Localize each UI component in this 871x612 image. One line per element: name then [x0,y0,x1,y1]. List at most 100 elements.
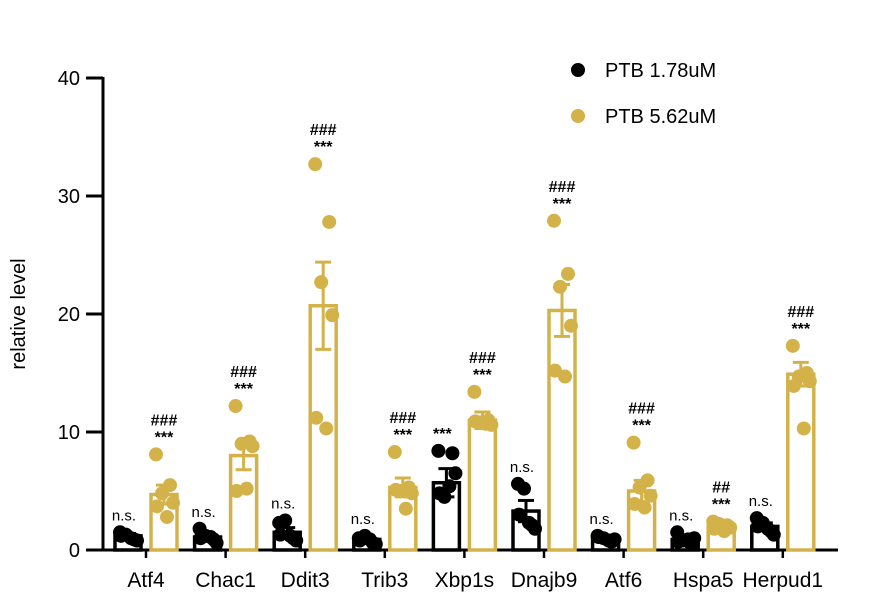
data-point [322,214,337,229]
bar [467,418,498,552]
data-point [547,213,561,228]
bar [228,453,259,552]
data-point [228,399,243,414]
annotations: n.s.***###n.s.***###n.s.***###n.s.***###… [112,122,814,528]
data-point [717,524,732,539]
significance-label: ### [787,304,814,321]
axes: 0 10 20 30 40 relative level Atf4 Chac1 Ddit3 Tri… [8,68,838,592]
legend-marker [571,63,585,77]
data-point [124,531,138,546]
data-point [561,266,575,281]
y-tick-label: 40 [58,68,80,90]
data-point [155,486,169,501]
legend: PTB 1.78uM PTB 5.62uM [571,60,716,128]
data-point [467,384,482,399]
data-point [283,528,298,543]
y-tick-label: 10 [58,422,80,444]
bar [786,372,816,552]
data-point [234,436,249,451]
significance-label: *** [712,497,731,514]
data-point [325,308,340,323]
y-axis-title: relative level [8,258,30,369]
data-point [445,446,460,461]
y-tick-label: 30 [58,186,80,208]
data-point [160,509,174,524]
data-point [601,533,616,548]
significance-label: n.s. [669,507,693,524]
significance-label: n.s. [351,511,375,528]
data-point [404,486,419,501]
bars [113,260,816,552]
data-point [239,481,254,496]
data-point [308,157,323,172]
data-point [517,481,531,496]
category-label: Atf6 [605,569,642,592]
y-tick-label: 0 [69,540,80,562]
significance-label: *** [155,429,174,446]
bar [547,308,577,552]
significance-label: ### [549,179,576,196]
significance-label: *** [234,381,253,398]
significance-label: n.s. [590,511,614,528]
significance-label: *** [632,418,651,435]
category-label: Herpud1 [743,569,824,592]
legend-label: PTB 5.62uM [605,106,716,128]
y-tick-label: 20 [58,304,80,326]
data-point [314,275,329,290]
data-point [319,421,334,436]
significance-label: n.s. [749,493,773,510]
data-point [442,479,457,494]
significance-label: n.s. [192,504,216,521]
significance-label: n.s. [112,507,136,524]
data-point [802,374,817,389]
legend-marker [571,109,585,123]
data-point [309,410,324,425]
data-point [512,507,526,522]
data-point [553,279,567,294]
significance-label: *** [314,139,333,156]
data-point [626,435,641,450]
category-label: Ddit3 [281,569,330,592]
data-point [448,466,463,481]
data-point [760,521,775,536]
significance-label: ### [469,350,496,367]
data-point [785,338,800,353]
data-point [150,499,164,514]
significance-label: ## [712,480,730,497]
significance-label: *** [473,367,492,384]
significance-label: ### [151,412,178,429]
data-point [203,530,218,545]
category-label: Hspa5 [673,569,734,592]
data-point [245,439,260,454]
significance-label: ### [628,401,655,418]
data-point [643,488,658,503]
data-point [432,486,447,501]
category-label: Dnajb9 [511,569,578,592]
significance-label: n.s. [271,496,295,513]
data-point [632,480,647,495]
data-point [558,369,572,384]
significance-label: *** [393,427,412,444]
data-point [362,532,377,547]
data-point [796,421,811,436]
significance-label: *** [791,321,810,338]
category-label: Chac1 [195,569,256,592]
legend-label: PTB 1.78uM [605,60,716,82]
significance-label: ### [389,410,416,427]
category-label: Trib3 [361,569,408,592]
category-label: Atf4 [127,569,165,592]
significance-label: ### [310,122,337,139]
data-points [113,157,817,552]
data-point [166,495,180,510]
data-point [681,532,696,547]
data-point [522,515,536,530]
data-point [564,318,578,333]
data-point [786,378,801,393]
significance-label: ### [230,364,257,381]
significance-label: *** [553,196,572,213]
data-point [388,482,403,497]
data-point [278,513,293,528]
data-point [398,501,413,516]
data-point [431,443,446,458]
